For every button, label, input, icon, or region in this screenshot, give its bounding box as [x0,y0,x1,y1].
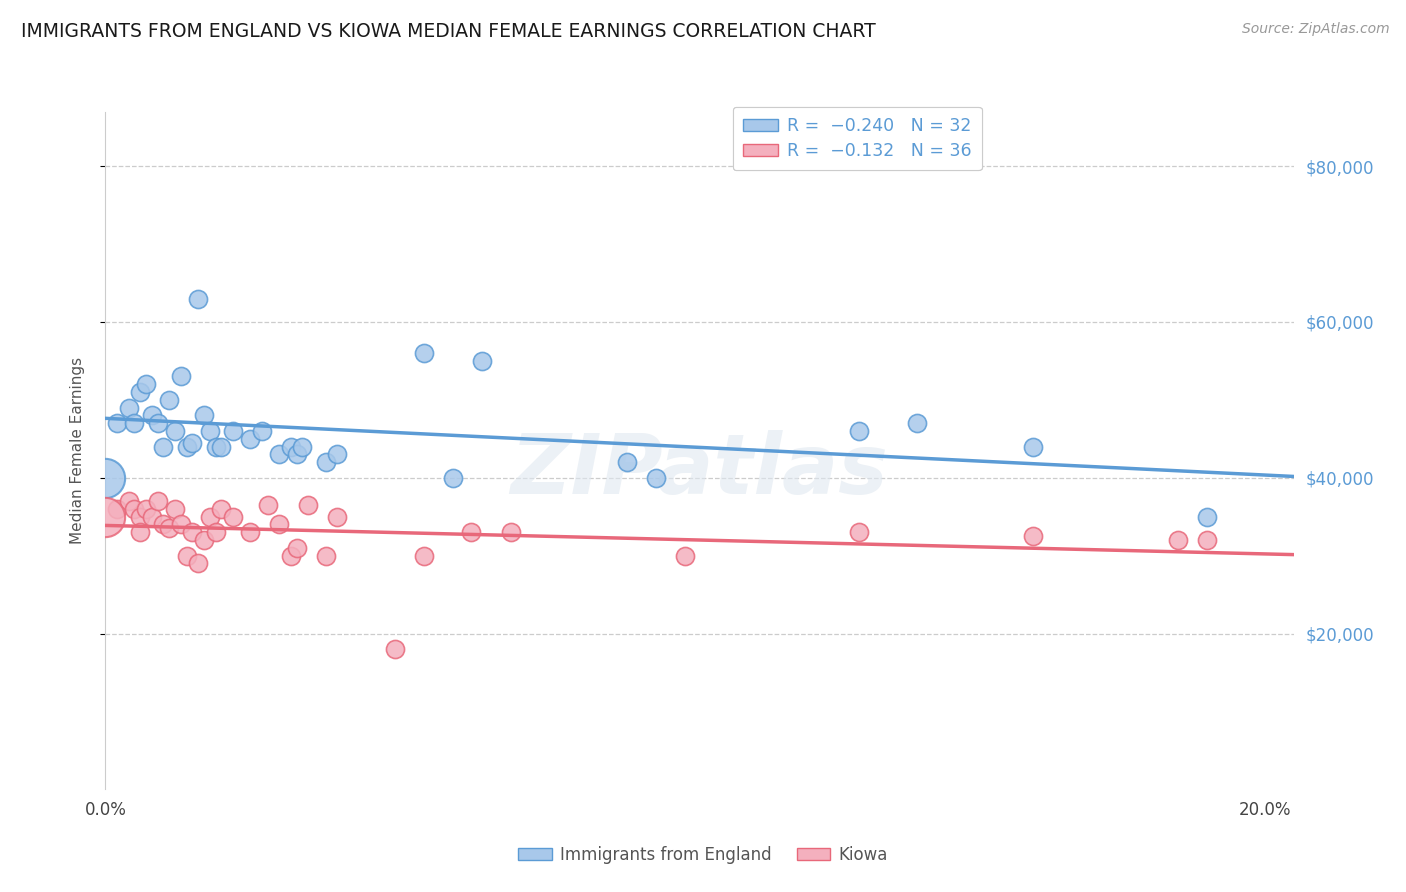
Point [1022,440,1045,454]
Text: IMMIGRANTS FROM ENGLAND VS KIOWA MEDIAN FEMALE EARNINGS CORRELATION CHART: IMMIGRANTS FROM ENGLAND VS KIOWA MEDIAN … [21,22,876,41]
Point [181,525,204,540]
Point [1195,533,1218,547]
Point [297,498,319,512]
Point [280,549,302,563]
Point [152,440,174,454]
Point [94,509,117,524]
Point [187,292,209,306]
Point [441,471,464,485]
Point [176,440,198,454]
Point [105,416,128,430]
Point [129,384,152,399]
Point [471,354,494,368]
Point [152,517,174,532]
Point [413,346,436,360]
Point [181,435,204,450]
Point [848,525,870,540]
Point [187,557,209,571]
Point [280,440,302,454]
Point [198,424,221,438]
Point [1022,529,1045,543]
Point [146,416,169,430]
Point [239,432,262,446]
Point [198,509,221,524]
Point [460,525,482,540]
Legend: Immigrants from England, Kiowa: Immigrants from England, Kiowa [512,839,894,871]
Point [146,494,169,508]
Point [315,549,337,563]
Point [501,525,523,540]
Point [141,409,163,423]
Point [209,502,232,516]
Point [291,440,314,454]
Point [222,424,245,438]
Point [384,642,406,657]
Point [163,502,186,516]
Point [673,549,696,563]
Point [170,369,193,384]
Point [170,517,193,532]
Point [94,471,117,485]
Point [209,440,232,454]
Point [204,525,226,540]
Point [117,494,139,508]
Text: ZIPatlas: ZIPatlas [510,430,889,511]
Point [193,533,215,547]
Point [129,525,152,540]
Point [176,549,198,563]
Legend: R =  −0.240   N = 32, R =  −0.132   N = 36: R = −0.240 N = 32, R = −0.132 N = 36 [733,107,981,170]
Point [285,541,308,555]
Point [250,424,273,438]
Point [1195,509,1218,524]
Point [135,502,157,516]
Point [1167,533,1189,547]
Point [124,502,146,516]
Text: Source: ZipAtlas.com: Source: ZipAtlas.com [1241,22,1389,37]
Point [269,447,291,461]
Point [135,377,157,392]
Point [193,409,215,423]
Point [645,471,668,485]
Point [848,424,870,438]
Point [141,509,163,524]
Point [326,447,349,461]
Point [285,447,308,461]
Point [326,509,349,524]
Point [163,424,186,438]
Point [129,509,152,524]
Y-axis label: Median Female Earnings: Median Female Earnings [70,357,84,544]
Point [222,509,245,524]
Point [256,498,278,512]
Point [124,416,146,430]
Point [315,455,337,469]
Point [157,392,180,407]
Point [204,440,226,454]
Point [616,455,638,469]
Point [905,416,928,430]
Point [157,521,180,535]
Point [269,517,291,532]
Point [117,401,139,415]
Point [239,525,262,540]
Point [105,502,128,516]
Point [413,549,436,563]
